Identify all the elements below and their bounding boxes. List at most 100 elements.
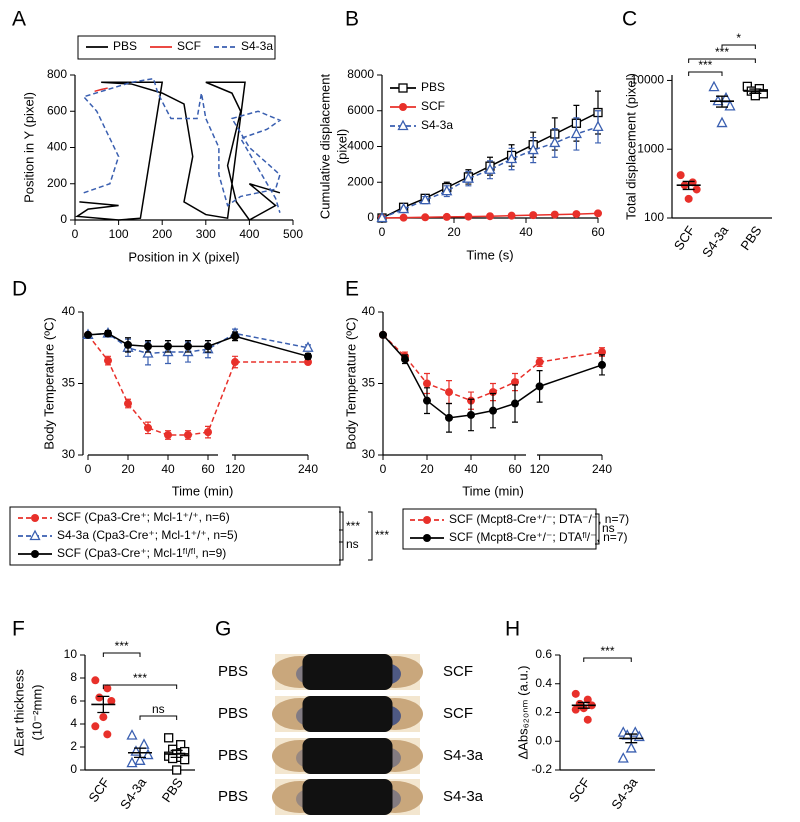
stat-bracket — [339, 529, 344, 561]
marker — [441, 184, 453, 196]
marker — [126, 729, 138, 740]
marker — [594, 209, 602, 218]
legend-box — [9, 506, 341, 566]
y-axis-label: ΔAbs₆₂₀ₙₘ (a.u.) — [515, 665, 530, 759]
stat-label: *** — [375, 528, 389, 542]
legend-marker — [397, 119, 409, 131]
y-axis-label: (pixel) — [334, 129, 349, 164]
marker — [489, 406, 497, 415]
marker — [142, 347, 154, 358]
stat-bracket — [368, 511, 373, 561]
marker — [304, 352, 312, 361]
legend-label: SCF — [177, 39, 201, 53]
y-tick-label: 1000 — [637, 141, 664, 155]
x-tick-label: 100 — [109, 227, 129, 241]
panel-letter: C — [622, 8, 637, 31]
y-tick-label: 600 — [47, 103, 67, 117]
head — [302, 738, 393, 774]
error-bar — [716, 95, 728, 108]
marker — [529, 211, 538, 220]
marker — [583, 695, 592, 704]
stat-bracket — [721, 44, 756, 49]
y-tick-label: 35 — [362, 376, 376, 390]
y-tick-label: 0 — [60, 212, 67, 226]
x-tick-label: 0 — [85, 462, 92, 476]
marker — [95, 693, 104, 702]
stat-label: *** — [133, 671, 147, 685]
y-axis-label: (10⁻²mm) — [29, 685, 44, 741]
stat-label: *** — [698, 58, 712, 72]
marker — [571, 705, 580, 714]
legend-marker — [398, 83, 408, 93]
legend-box — [77, 35, 276, 60]
y-tick-label: 400 — [47, 140, 67, 154]
x-tick-label: 0 — [380, 462, 387, 476]
row-label: PBS — [218, 705, 248, 722]
row-label: PBS — [218, 788, 248, 805]
marker — [401, 355, 409, 364]
row-label: PBS — [218, 663, 248, 680]
error-bar — [749, 88, 762, 94]
row-label: S4-3a — [443, 788, 484, 805]
x-tick-label: 20 — [121, 462, 135, 476]
panel-letter: G — [215, 618, 231, 641]
marker — [511, 378, 519, 387]
x-tick-label: 300 — [196, 227, 216, 241]
stat-bracket — [595, 513, 600, 545]
error-bar — [682, 180, 695, 191]
marker — [570, 127, 582, 139]
x-tick-label: 20 — [420, 462, 434, 476]
error-bar — [170, 749, 183, 758]
marker — [511, 399, 519, 408]
stat-bracket — [688, 58, 756, 63]
series-line — [87, 332, 309, 358]
legend-marker — [423, 516, 431, 524]
marker — [376, 211, 388, 223]
stat-bracket — [139, 715, 178, 720]
panel-letter: F — [12, 618, 25, 641]
head — [302, 779, 393, 815]
stat-label: *** — [715, 45, 729, 59]
x-axis-label: Time (s) — [466, 247, 513, 262]
marker — [231, 358, 240, 367]
series-line — [381, 126, 599, 219]
y-axis-label: Body Temperature (ºC) — [41, 317, 56, 449]
marker — [124, 399, 132, 408]
marker — [184, 342, 192, 351]
marker — [708, 80, 720, 92]
x-axis-label: Position in X (pixel) — [128, 249, 239, 264]
y-tick-label: 8 — [70, 670, 77, 684]
y-axis-label: Cumulative displacement — [317, 73, 332, 219]
y-tick-label: 30 — [62, 447, 76, 461]
marker — [535, 358, 544, 367]
series-line — [87, 332, 309, 355]
y-tick-label: 4000 — [347, 139, 374, 153]
marker — [423, 396, 431, 405]
y-tick-label: 40 — [62, 304, 76, 318]
y-axis-label: Body Temperature (ºC) — [343, 317, 358, 449]
marker — [486, 212, 494, 221]
marker — [445, 388, 453, 397]
marker — [462, 172, 474, 183]
x-tick-label: 0 — [379, 225, 386, 239]
legend-marker — [29, 529, 41, 541]
panel-letter: E — [345, 278, 359, 301]
marker — [138, 738, 150, 749]
y-tick-label: 0.0 — [535, 733, 552, 747]
marker — [107, 697, 116, 705]
stat-bracket — [102, 652, 141, 657]
series-line — [82, 77, 282, 213]
legend-label: SCF (Cpa3-Cre⁺; Mcl-1⁺/⁺, n=6) — [57, 510, 230, 524]
marker — [180, 755, 190, 765]
x-tick-label: SCF — [671, 223, 698, 253]
marker — [442, 212, 451, 221]
panel-letter: H — [505, 618, 520, 641]
marker — [144, 342, 152, 351]
marker — [583, 715, 592, 724]
marker — [231, 332, 240, 341]
x-tick-label: 240 — [592, 462, 612, 476]
marker — [168, 753, 178, 764]
x-tick-label: 500 — [283, 227, 303, 241]
